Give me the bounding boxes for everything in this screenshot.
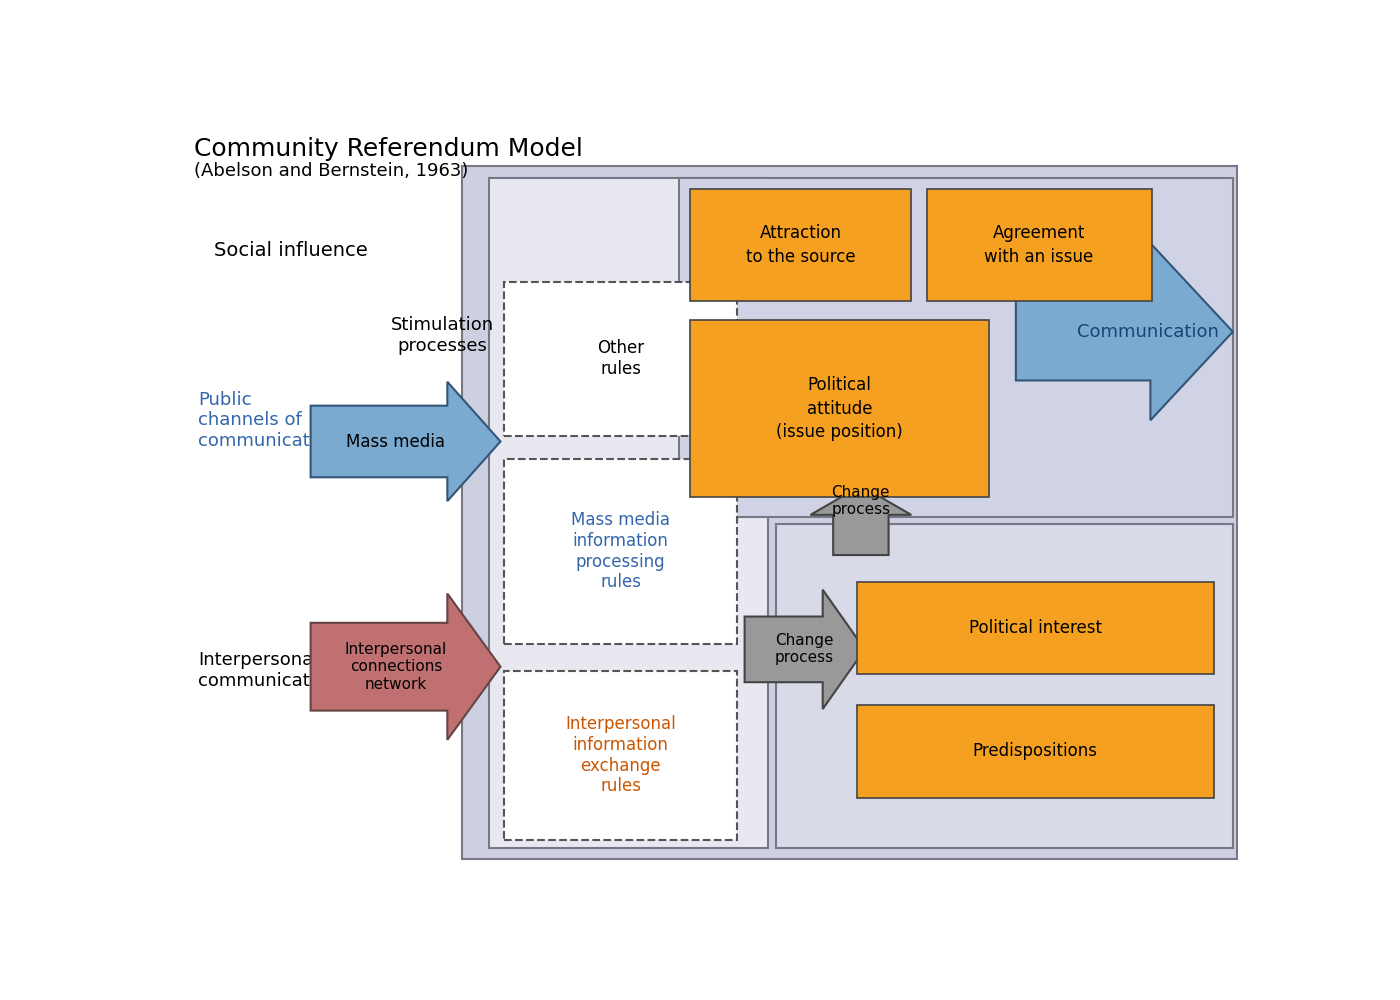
- Bar: [462, 166, 1236, 859]
- Bar: [776, 524, 1233, 848]
- Text: Communication: Communication: [1077, 323, 1218, 341]
- Text: Stimulation
processes: Stimulation processes: [391, 316, 494, 355]
- Bar: [690, 320, 988, 497]
- Bar: [690, 189, 911, 301]
- Text: (Abelson and Bernstein, 1963): (Abelson and Bernstein, 1963): [195, 162, 469, 180]
- Polygon shape: [311, 594, 501, 740]
- Text: Mass media: Mass media: [346, 433, 445, 451]
- Bar: [504, 282, 736, 436]
- Text: Change
process: Change process: [774, 633, 834, 665]
- Bar: [857, 705, 1214, 798]
- Text: Interpersonal
information
exchange
rules: Interpersonal information exchange rules: [566, 715, 676, 795]
- Text: Political interest: Political interest: [969, 619, 1102, 637]
- Bar: [504, 459, 736, 644]
- Polygon shape: [745, 590, 865, 709]
- Text: Public
channels of
communication: Public channels of communication: [199, 391, 337, 450]
- Text: Change
process: Change process: [832, 485, 890, 517]
- Bar: [504, 671, 736, 840]
- Bar: [927, 189, 1151, 301]
- Text: Other
rules: Other rules: [596, 339, 644, 378]
- Text: Predispositions: Predispositions: [973, 742, 1098, 760]
- Text: Attraction
to the source: Attraction to the source: [746, 224, 855, 266]
- Bar: [489, 178, 767, 848]
- Text: Mass media
information
processing
rules: Mass media information processing rules: [571, 511, 671, 591]
- Polygon shape: [1016, 243, 1233, 420]
- Text: Agreement
with an issue: Agreement with an issue: [984, 224, 1093, 266]
- Text: Interpersonal
communication: Interpersonal communication: [199, 651, 337, 690]
- Text: Political
attitude
(issue position): Political attitude (issue position): [776, 376, 903, 441]
- Text: Social influence: Social influence: [214, 241, 367, 260]
- Bar: [857, 582, 1214, 674]
- Text: Interpersonal
connections
network: Interpersonal connections network: [344, 642, 447, 692]
- Polygon shape: [311, 382, 501, 501]
- Polygon shape: [811, 486, 911, 555]
- Bar: [679, 178, 1233, 517]
- Text: Community Referendum Model: Community Referendum Model: [195, 137, 584, 161]
